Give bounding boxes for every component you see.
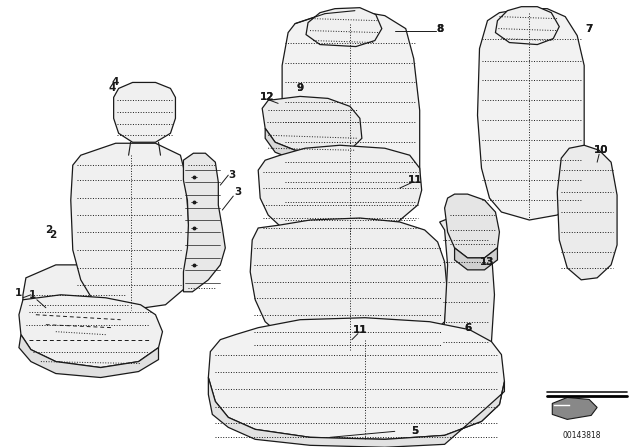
Text: 1: 1 bbox=[29, 290, 36, 300]
Text: 12: 12 bbox=[260, 92, 275, 103]
Polygon shape bbox=[262, 96, 362, 153]
Text: 8: 8 bbox=[436, 24, 444, 34]
Text: 4: 4 bbox=[112, 78, 119, 87]
Polygon shape bbox=[445, 194, 499, 258]
Polygon shape bbox=[454, 248, 497, 270]
Text: 11: 11 bbox=[353, 325, 367, 335]
Polygon shape bbox=[19, 335, 159, 378]
Polygon shape bbox=[265, 128, 352, 163]
Polygon shape bbox=[306, 8, 382, 47]
Text: 3: 3 bbox=[235, 187, 242, 197]
Text: 7: 7 bbox=[586, 24, 593, 34]
Polygon shape bbox=[477, 9, 584, 220]
Text: 10: 10 bbox=[594, 145, 609, 155]
Polygon shape bbox=[440, 218, 495, 362]
Text: 6: 6 bbox=[464, 323, 471, 333]
Text: 11: 11 bbox=[353, 325, 367, 335]
Text: 4: 4 bbox=[109, 83, 116, 94]
Text: 5: 5 bbox=[411, 426, 419, 436]
Polygon shape bbox=[250, 218, 447, 349]
Polygon shape bbox=[209, 318, 504, 439]
Text: 7: 7 bbox=[586, 24, 593, 34]
Text: 9: 9 bbox=[296, 83, 303, 94]
Text: 11: 11 bbox=[408, 175, 422, 185]
Text: 6: 6 bbox=[464, 323, 471, 333]
Polygon shape bbox=[258, 145, 422, 238]
Polygon shape bbox=[23, 265, 145, 338]
Polygon shape bbox=[184, 153, 225, 292]
Polygon shape bbox=[557, 145, 617, 280]
Polygon shape bbox=[114, 82, 175, 142]
Polygon shape bbox=[71, 143, 191, 310]
Text: 8: 8 bbox=[436, 24, 444, 34]
Text: 13: 13 bbox=[480, 257, 495, 267]
Text: 00143818: 00143818 bbox=[563, 431, 602, 440]
Text: 9: 9 bbox=[296, 83, 303, 94]
Text: 11: 11 bbox=[408, 175, 422, 185]
Text: 13: 13 bbox=[480, 257, 495, 267]
Text: 2: 2 bbox=[45, 225, 52, 235]
Text: 3: 3 bbox=[228, 170, 236, 180]
Text: 10: 10 bbox=[594, 145, 609, 155]
Text: 2: 2 bbox=[49, 230, 56, 240]
Polygon shape bbox=[552, 397, 597, 419]
Polygon shape bbox=[209, 378, 504, 447]
Text: 12: 12 bbox=[260, 92, 275, 103]
Polygon shape bbox=[19, 295, 163, 367]
Polygon shape bbox=[495, 7, 559, 44]
Polygon shape bbox=[23, 318, 136, 349]
Text: 1: 1 bbox=[15, 288, 22, 298]
Text: 5: 5 bbox=[411, 426, 419, 436]
Polygon shape bbox=[282, 11, 420, 238]
